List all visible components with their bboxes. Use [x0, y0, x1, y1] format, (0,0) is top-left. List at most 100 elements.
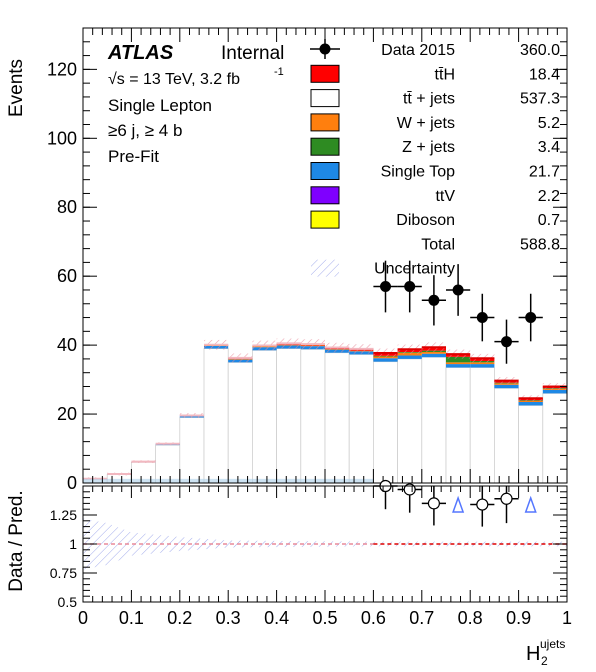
- x-tick-label: 0.9: [506, 608, 531, 628]
- lowband-bin-11: [349, 478, 374, 483]
- legend-entry-4: Z + jets 3.4: [310, 137, 560, 156]
- bar-single_top-bin-15: [446, 364, 471, 368]
- legend-label: Uncertainty: [374, 261, 455, 278]
- ratio-point-0: [373, 479, 398, 510]
- legend-entry-7: Diboson 0.7: [310, 210, 560, 229]
- data-point-6: [518, 293, 543, 342]
- lowband-bin-3: [155, 478, 180, 483]
- internal-label: Internal: [221, 43, 284, 64]
- bar-ttbar_jets-bin-16: [469, 367, 495, 484]
- legend-label: W + jets: [397, 115, 455, 132]
- bar-ttbar_jets-bin-13: [397, 358, 423, 484]
- y-tick-label: 100: [47, 128, 77, 148]
- bar-ttbar_jets-bin-5: [203, 348, 229, 484]
- bar-ttbar_jets-bin-6: [227, 361, 253, 484]
- x-tick-label: 0.3: [216, 608, 241, 628]
- bar-w_jets-bin-14: [421, 352, 446, 354]
- x-axis-label: H 2 ujets: [526, 637, 565, 668]
- x-tick-label: 1: [562, 608, 572, 628]
- lowband-bin-6: [228, 478, 253, 483]
- legend-label: Single Top: [381, 164, 456, 181]
- x-axis-label-sub: 2: [541, 654, 548, 668]
- y-tick-label: 80: [57, 197, 77, 217]
- bar-ttbar_jets-bin-7: [251, 349, 277, 484]
- ratio-tick-label: 1: [69, 536, 77, 552]
- lowband-bin-4: [179, 478, 204, 483]
- bar-ttbar_jets-bin-8: [276, 348, 302, 484]
- bar-single_top-bin-13: [397, 355, 422, 359]
- region-label: ≥6 j, ≥ 4 b: [108, 121, 182, 140]
- legend-entry-5: Single Top 21.7: [310, 162, 560, 181]
- legend-label: Z + jets: [402, 139, 455, 156]
- bar-ttbar_jets-bin-19: [542, 392, 568, 484]
- y-tick-label: 40: [57, 335, 77, 355]
- lowband-bin-0: [83, 478, 108, 483]
- bar-ttbar_jets-bin-15: [445, 367, 471, 484]
- legend-label: Total: [421, 236, 455, 253]
- ratio-point-1: [397, 483, 422, 513]
- main-x-ticks: [82, 28, 568, 483]
- bar-w_jets-bin-16: [470, 362, 495, 365]
- bar-w_jets-bin-13: [397, 352, 422, 356]
- ratio-uncertainty-band: [83, 518, 567, 570]
- legend-value: 588.8: [520, 236, 560, 253]
- y-axis-label: Events: [6, 59, 27, 117]
- channel-label: Single Lepton: [108, 96, 212, 115]
- legend-entry-6: ttV 2.2: [310, 186, 560, 205]
- ratio-tick-label: 0.75: [50, 565, 77, 581]
- ratio-point-4: [470, 486, 495, 527]
- x-tick-label: 0.6: [361, 608, 386, 628]
- energy-label: √s = 13 TeV, 3.2 fb: [108, 71, 240, 88]
- bar-single_top-bin-17: [494, 384, 519, 389]
- legend-value: 537.3: [520, 91, 560, 108]
- main-y-axis: 0 20 40 60 80 100 120: [47, 27, 567, 493]
- bar-ttbar_jets-bin-10: [324, 352, 350, 484]
- bar-single_top-bin-14: [421, 353, 446, 358]
- bar-single_top-bin-19: [542, 389, 567, 394]
- legend-entry-0: Data 2015 360.0: [310, 39, 560, 59]
- energy-label-sup: -1: [274, 66, 284, 78]
- legend-value: 360.0: [520, 42, 560, 59]
- y-tick-label: 0: [67, 473, 77, 493]
- lowband-bin-10: [325, 478, 350, 483]
- ratio-x-axis: 0 0.1 0.2 0.3 0.4 0.5 0.6 0.7 0.8 0.9 1: [78, 486, 572, 628]
- ratio-point-5: [494, 486, 519, 524]
- bar-ttbar_jets-bin-9: [300, 348, 326, 484]
- legend-entry-2: tt̄ + jets 537.3: [310, 89, 560, 108]
- lowband-bin-2: [131, 478, 156, 483]
- bar-w_jets-bin-15: [446, 362, 471, 365]
- legend-label: Diboson: [396, 212, 455, 229]
- ratio-point-2: [421, 486, 446, 526]
- x-tick-label: 0.7: [409, 608, 434, 628]
- ratio-tick-label: 1.25: [50, 507, 77, 523]
- legend-label: tt̄H: [435, 66, 455, 83]
- x-tick-label: 0.4: [264, 608, 289, 628]
- data-point-4: [470, 293, 495, 342]
- legend-value: 3.4: [538, 139, 560, 156]
- data-point-3: [446, 264, 471, 316]
- y-tick-label: 60: [57, 266, 77, 286]
- lowband-bin-5: [204, 478, 229, 483]
- legend-label: ttV: [435, 188, 455, 205]
- legend-entry-3: W + jets 5.2: [310, 113, 560, 132]
- bar-w_jets-bin-18: [518, 400, 543, 402]
- ratio-y-axis-label: Data / Pred.: [6, 490, 27, 591]
- bar-ttbar_jets-bin-17: [493, 387, 519, 484]
- legend-label: Data 2015: [381, 42, 455, 59]
- ratio-band-segment-5: [373, 541, 567, 547]
- data-point-2: [421, 275, 446, 326]
- x-tick-label: 0.8: [458, 608, 483, 628]
- bar-single_top-bin-12: [373, 358, 398, 362]
- legend-value: 0.7: [538, 212, 560, 229]
- y-tick-label: 20: [57, 404, 77, 424]
- x-tick-label: 0.1: [119, 608, 144, 628]
- bar-ttbar_jets-bin-18: [518, 405, 544, 484]
- ratio-data-points: [373, 479, 537, 527]
- uncertainty-band: [83, 338, 567, 483]
- y-tick-label: 120: [47, 59, 77, 79]
- bar-ttbar_jets-bin-12: [372, 361, 398, 484]
- ratio-point-6: [524, 495, 537, 513]
- legend-value: 21.7: [529, 164, 560, 181]
